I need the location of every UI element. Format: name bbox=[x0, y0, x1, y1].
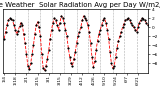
Title: Milwaukee Weather  Solar Radiation Avg per Day W/m2/minute: Milwaukee Weather Solar Radiation Avg pe… bbox=[0, 2, 160, 8]
